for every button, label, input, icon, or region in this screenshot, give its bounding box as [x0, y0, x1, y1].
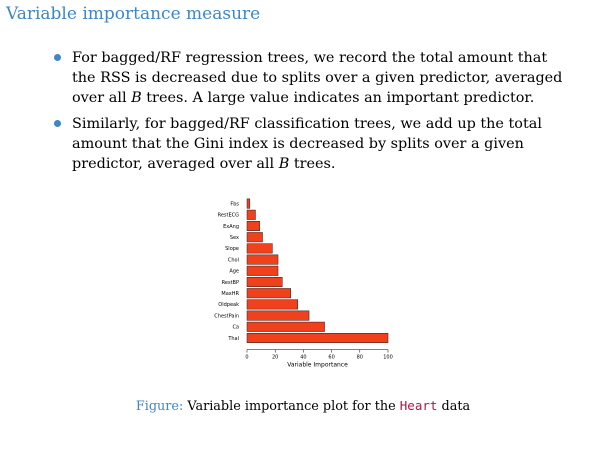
x-tick-label: 80: [357, 355, 363, 361]
bullet-item-regression: For bagged/RF regression trees, we recor…: [54, 48, 574, 108]
x-axis-label: Variable Importance: [287, 362, 348, 369]
category-label: Sex: [230, 235, 239, 241]
caption-end: data: [441, 399, 471, 414]
category-label: RestBP: [222, 280, 239, 286]
variable-importance-chart: Fbs RestECG ExAng Sex Slope Chol Age RestBP MaxH…: [214, 198, 393, 369]
category-label: Slope: [225, 246, 239, 252]
x-tick-label: 100: [383, 355, 393, 361]
x-tick-label: 0: [245, 355, 248, 361]
bar-exang: [246, 221, 260, 231]
category-label: RestECG: [218, 213, 240, 219]
bar-chol: [246, 254, 279, 265]
caption-text: Variable importance plot for the: [187, 399, 396, 414]
bar-sex: [246, 232, 263, 243]
category-label: ChestPain: [214, 313, 239, 319]
category-label: ExAng: [223, 224, 239, 230]
bar-restecg: [246, 209, 256, 220]
bar-slope: [246, 243, 273, 254]
category-label: Oldpeak: [218, 302, 239, 308]
bar-oldpeak: [246, 299, 299, 310]
bullet-icon: [54, 120, 61, 127]
bullet-text-post: trees.: [289, 156, 336, 172]
bullet-item-classification: Similarly, for bagged/RF classification …: [54, 114, 574, 174]
x-tick-label: 60: [328, 355, 334, 361]
bar-ca: [246, 321, 325, 332]
slide-title: Variable importance measure: [6, 4, 261, 24]
x-tick-label: 20: [272, 355, 278, 361]
caption-code: Heart: [399, 398, 438, 413]
bullet-var: B: [131, 90, 142, 106]
category-label: Age: [229, 269, 239, 275]
bullet-var: B: [278, 156, 290, 172]
bullet-list: For bagged/RF regression trees, we recor…: [54, 48, 574, 180]
bar-fbs: [246, 198, 251, 209]
bar-maxhr: [246, 288, 291, 299]
figure-caption: Figure: Variable importance plot for the…: [0, 398, 606, 414]
bar-restbp: [246, 277, 283, 287]
bar-chestpain: [246, 310, 310, 321]
caption-label: Figure:: [135, 399, 184, 414]
bullet-icon: [54, 54, 61, 61]
bullet-text-pre: Similarly, for bagged/RF classification …: [72, 116, 542, 172]
category-label: MaxHR: [221, 291, 239, 297]
bar-age: [246, 265, 279, 276]
x-tick-label: 40: [300, 355, 306, 361]
bullet-text-post: trees. A large value indicates an import…: [141, 90, 535, 106]
bullet-text-pre: For bagged/RF regression trees, we recor…: [72, 50, 563, 106]
category-label: Ca: [232, 325, 239, 331]
category-label: Chol: [228, 257, 239, 263]
category-label: Fbs: [230, 201, 239, 207]
category-label: Thal: [227, 336, 239, 342]
bar-thal: [246, 333, 389, 343]
